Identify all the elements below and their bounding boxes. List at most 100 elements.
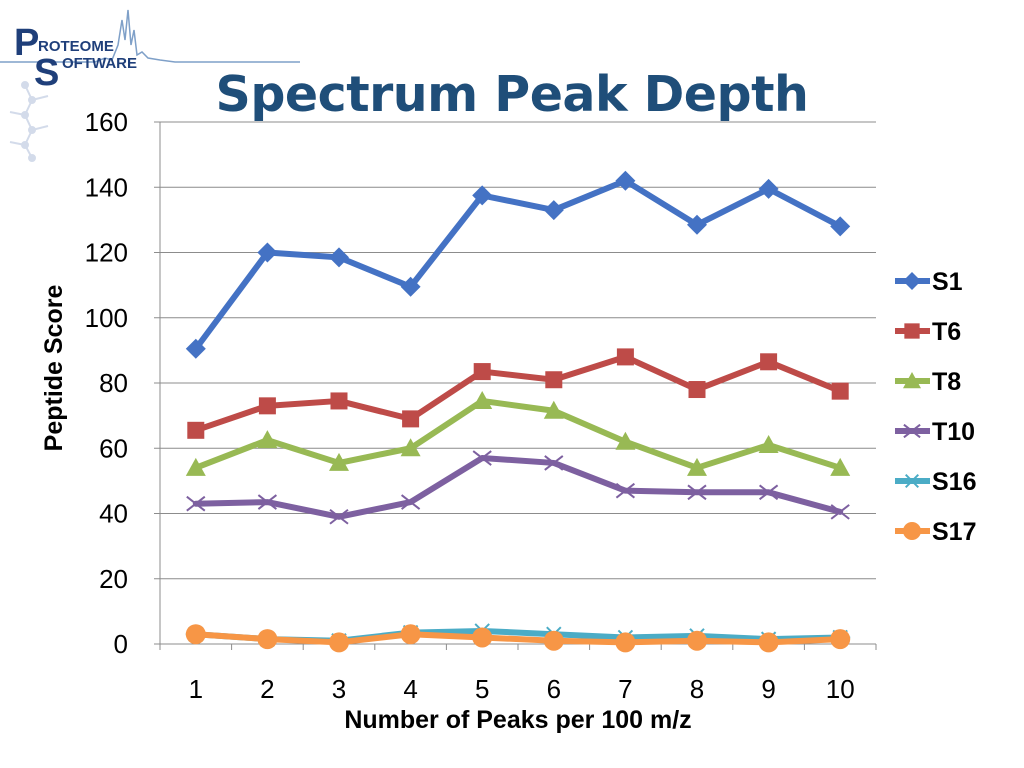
data-point-diamond [903,272,921,290]
x-tick-label: 6 [547,674,561,704]
series-lines [185,170,851,653]
x-tick-label: 5 [475,674,489,704]
series-line [192,455,844,520]
series-line [192,397,844,471]
data-point-diamond [257,242,278,263]
data-point-square [831,382,849,400]
data-point-x [615,482,636,499]
data-point-triangle [472,390,493,409]
y-tick-label: 80 [99,368,128,398]
legend-item-t8: T8 [895,368,961,396]
logo-word-bottom: OFTWARE [62,55,137,72]
data-point-circle [185,624,206,645]
logo-graphic [0,9,300,162]
data-point-star [903,473,921,489]
logo-word-top: ROTEOME [38,38,114,55]
data-point-triangle [830,457,851,476]
series-t10 [186,450,850,525]
data-point-x [830,504,850,520]
star-stroke [904,473,920,489]
x-tick-label: 2 [260,674,274,704]
data-point-x [472,450,492,466]
x-tick-label: 9 [761,674,775,704]
legend-label: T6 [932,318,961,346]
y-tick-label: 0 [114,629,128,659]
data-point-square [473,363,491,381]
legend-item-s1: S1 [895,268,963,296]
logo-letter-p: P [14,22,40,64]
molecule-icon [9,81,49,162]
x-stroke [903,423,921,439]
x-stroke [472,450,492,466]
spectrum-trace-icon [0,9,300,63]
data-point-square [330,392,348,410]
data-point-triangle [329,452,349,471]
series-line [192,631,844,646]
slide-title: Spectrum Peak Depth [215,66,809,123]
x-tick-label: 3 [332,674,346,704]
proteome-software-logo: P ROTEOME S OFTWARE [0,0,300,200]
x-stroke [615,482,636,499]
data-point-circle [615,632,636,653]
data-point-triangle [543,400,564,419]
data-point-circle [472,627,493,648]
series-line [192,177,844,352]
data-point-triangle [758,434,779,453]
x-tick-label: 10 [826,674,855,704]
data-point-square [187,421,205,439]
legend-label: S16 [932,468,976,496]
logo-letter-s: S [34,52,60,94]
series-t6 [187,348,849,439]
data-point-x [903,423,921,439]
x-tick-label: 8 [690,674,704,704]
y-tick-labels: 0 20 40 60 80 100 120 140 160 [85,107,128,659]
x-tick-label: 4 [403,674,417,704]
data-point-square [688,381,706,399]
data-point-triangle [257,430,278,449]
data-point-diamond [830,216,851,237]
y-tick-label: 100 [85,303,128,333]
y-tick-label: 60 [99,433,128,463]
data-point-circle [257,629,278,650]
data-point-square [760,353,778,371]
data-point-diamond [185,338,206,359]
data-point-x [544,455,564,471]
data-point-diamond [758,178,779,199]
legend: S1 T6 T8 T10 S16 S17 [895,268,976,546]
data-point-circle [543,630,564,651]
y-tick-label: 140 [85,172,128,202]
x-stroke [257,494,278,510]
data-point-diamond [615,170,636,191]
data-point-square [545,371,563,389]
data-point-diamond [472,185,493,206]
legend-label: S17 [932,518,976,546]
y-tick-label: 120 [85,238,128,268]
x-stroke [400,494,421,510]
data-point-triangle [903,372,921,389]
x-stroke [687,484,707,501]
data-point-x [257,494,278,510]
data-point-square [402,410,420,428]
data-point-square [616,348,634,366]
x-stroke [544,455,564,471]
data-point-circle [830,629,851,650]
data-point-x [758,484,779,501]
x-tick-labels: 1 2 3 4 5 6 7 8 9 10 [189,674,855,704]
data-point-triangle [615,431,636,450]
x-tick-label: 7 [618,674,632,704]
data-point-circle [687,630,707,651]
y-tick-label: 160 [85,107,128,137]
series-s1 [185,170,851,359]
x-stroke [830,504,850,520]
y-tick-label: 40 [99,499,128,529]
data-point-circle [329,632,349,653]
legend-label: S1 [932,268,963,296]
x-stroke [758,484,779,501]
data-point-triangle [185,457,206,476]
data-point-triangle [687,457,707,476]
x-tick-label: 1 [189,674,203,704]
data-point-diamond [687,214,707,235]
data-point-diamond [543,200,564,221]
